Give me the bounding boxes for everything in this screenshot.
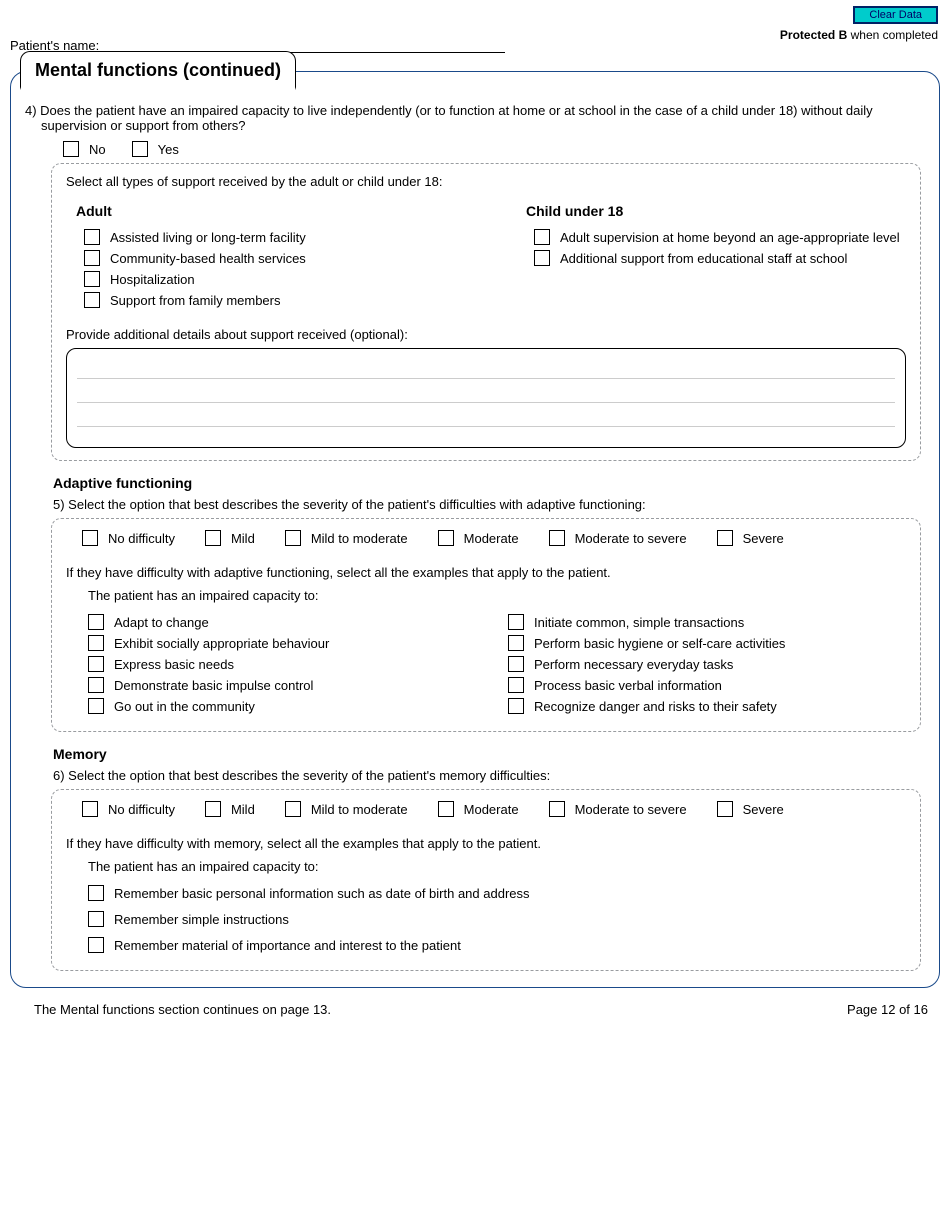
q4-yes-label: Yes bbox=[158, 142, 179, 157]
q4-yes-checkbox[interactable] bbox=[132, 141, 148, 157]
q5-left-3[interactable] bbox=[88, 677, 104, 693]
q4-adult-heading: Adult bbox=[76, 203, 506, 219]
q5-left-0[interactable] bbox=[88, 614, 104, 630]
q4-child-opt-0[interactable] bbox=[534, 229, 550, 245]
q6-sev-2-label: Mild to moderate bbox=[311, 802, 408, 817]
q5-sev-2[interactable] bbox=[285, 530, 301, 546]
q6-sev-0[interactable] bbox=[82, 801, 98, 817]
q5-sev-4-label: Moderate to severe bbox=[575, 531, 687, 546]
q6-opt-2-label: Remember material of importance and inte… bbox=[114, 938, 461, 953]
q4-details-textarea[interactable] bbox=[66, 348, 906, 448]
q5-right-2[interactable] bbox=[508, 656, 524, 672]
q6-impaired-lead: The patient has an impaired capacity to: bbox=[88, 859, 906, 874]
q6-opt-0[interactable] bbox=[88, 885, 104, 901]
q6-sev-1[interactable] bbox=[205, 801, 221, 817]
q4-adult-opt-3[interactable] bbox=[84, 292, 100, 308]
q4-text: 4) Does the patient have an impaired cap… bbox=[25, 103, 925, 133]
q4-adult-opt-1-label: Community-based health services bbox=[110, 251, 306, 266]
q6-opt-1-label: Remember simple instructions bbox=[114, 912, 289, 927]
q4-child-opt-1-label: Additional support from educational staf… bbox=[560, 251, 847, 266]
q4-no-checkbox[interactable] bbox=[63, 141, 79, 157]
q6-sev-5[interactable] bbox=[717, 801, 733, 817]
q6-sev-3[interactable] bbox=[438, 801, 454, 817]
q5-left-0-label: Adapt to change bbox=[114, 615, 209, 630]
q4-adult-opt-2[interactable] bbox=[84, 271, 100, 287]
q5-right-1-label: Perform basic hygiene or self-care activ… bbox=[534, 636, 785, 651]
section-tab-title: Mental functions (continued) bbox=[20, 51, 296, 90]
q5-left-4[interactable] bbox=[88, 698, 104, 714]
protected-b-rest: when completed bbox=[847, 28, 938, 42]
q5-right-0[interactable] bbox=[508, 614, 524, 630]
q5-right-3[interactable] bbox=[508, 677, 524, 693]
q5-left-3-label: Demonstrate basic impulse control bbox=[114, 678, 313, 693]
q5-sev-3[interactable] bbox=[438, 530, 454, 546]
q4-adult-opt-1[interactable] bbox=[84, 250, 100, 266]
q4-adult-opt-3-label: Support from family members bbox=[110, 293, 281, 308]
q6-sev-1-label: Mild bbox=[231, 802, 255, 817]
q5-right-2-label: Perform necessary everyday tasks bbox=[534, 657, 733, 672]
q4-child-opt-0-label: Adult supervision at home beyond an age-… bbox=[560, 230, 900, 245]
q4-no-label: No bbox=[89, 142, 106, 157]
q5-left-2[interactable] bbox=[88, 656, 104, 672]
q5-left-1-label: Exhibit socially appropriate behaviour bbox=[114, 636, 329, 651]
q5-sev-4[interactable] bbox=[549, 530, 565, 546]
q5-sev-1[interactable] bbox=[205, 530, 221, 546]
q5-sev-2-label: Mild to moderate bbox=[311, 531, 408, 546]
q5-sev-0[interactable] bbox=[82, 530, 98, 546]
q6-sev-0-label: No difficulty bbox=[108, 802, 175, 817]
q4-adult-opt-2-label: Hospitalization bbox=[110, 272, 195, 287]
memory-heading: Memory bbox=[53, 746, 925, 762]
q4-child-heading: Child under 18 bbox=[526, 203, 906, 219]
q6-opt-0-label: Remember basic personal information such… bbox=[114, 886, 530, 901]
q5-right-4-label: Recognize danger and risks to their safe… bbox=[534, 699, 777, 714]
q4-details-label: Provide additional details about support… bbox=[66, 327, 906, 342]
q4-support-prompt: Select all types of support received by … bbox=[66, 174, 906, 189]
q5-right-4[interactable] bbox=[508, 698, 524, 714]
q6-sev-2[interactable] bbox=[285, 801, 301, 817]
q5-if-text: If they have difficulty with adaptive fu… bbox=[66, 565, 906, 580]
q4-adult-opt-0-label: Assisted living or long-term facility bbox=[110, 230, 306, 245]
q5-sev-5[interactable] bbox=[717, 530, 733, 546]
q5-left-2-label: Express basic needs bbox=[114, 657, 234, 672]
q6-sev-4[interactable] bbox=[549, 801, 565, 817]
q5-impaired-lead: The patient has an impaired capacity to: bbox=[88, 588, 906, 603]
q4-adult-opt-0[interactable] bbox=[84, 229, 100, 245]
q5-text: 5) Select the option that best describes… bbox=[53, 497, 925, 512]
q5-sev-3-label: Moderate bbox=[464, 531, 519, 546]
q4-child-opt-1[interactable] bbox=[534, 250, 550, 266]
footer-continues: The Mental functions section continues o… bbox=[34, 1002, 331, 1017]
q6-text: 6) Select the option that best describes… bbox=[53, 768, 925, 783]
q5-sev-1-label: Mild bbox=[231, 531, 255, 546]
q6-sev-4-label: Moderate to severe bbox=[575, 802, 687, 817]
q5-left-1[interactable] bbox=[88, 635, 104, 651]
q6-if-text: If they have difficulty with memory, sel… bbox=[66, 836, 906, 851]
q5-sev-0-label: No difficulty bbox=[108, 531, 175, 546]
protected-b-label: Protected B when completed bbox=[780, 28, 938, 42]
clear-data-button[interactable]: Clear Data bbox=[853, 6, 938, 24]
q6-opt-2[interactable] bbox=[88, 937, 104, 953]
q5-right-0-label: Initiate common, simple transactions bbox=[534, 615, 744, 630]
q5-right-1[interactable] bbox=[508, 635, 524, 651]
footer-page: Page 12 of 16 bbox=[847, 1002, 928, 1017]
q5-right-3-label: Process basic verbal information bbox=[534, 678, 722, 693]
q5-left-4-label: Go out in the community bbox=[114, 699, 255, 714]
q5-sev-5-label: Severe bbox=[743, 531, 784, 546]
q6-sev-5-label: Severe bbox=[743, 802, 784, 817]
q6-opt-1[interactable] bbox=[88, 911, 104, 927]
protected-b-bold: Protected B bbox=[780, 28, 847, 42]
q6-sev-3-label: Moderate bbox=[464, 802, 519, 817]
adaptive-heading: Adaptive functioning bbox=[53, 475, 925, 491]
